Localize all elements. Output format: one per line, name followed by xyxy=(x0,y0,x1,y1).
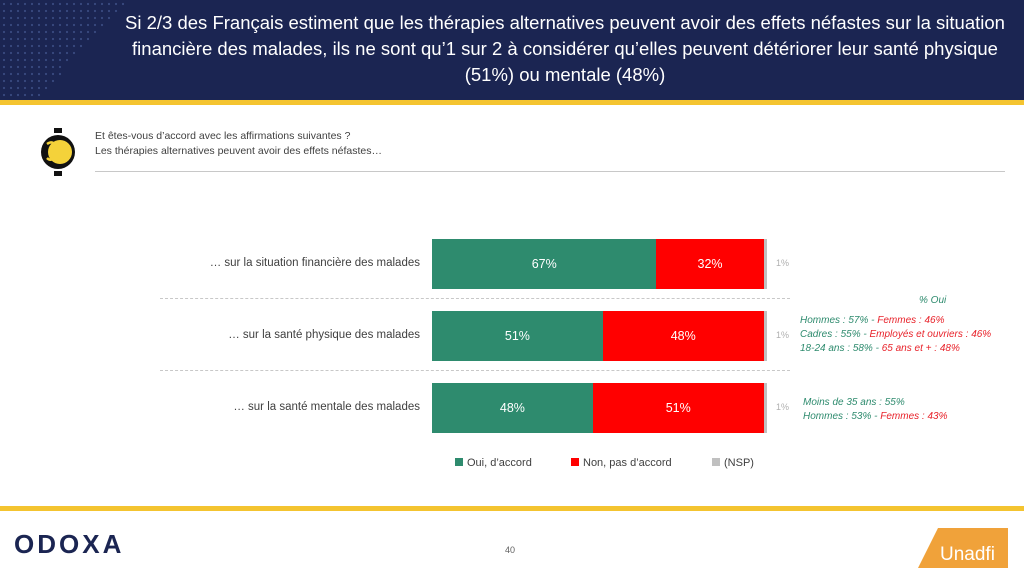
data-label: 51% xyxy=(504,329,530,343)
segment-nsp xyxy=(763,383,767,433)
category-label-mentale: … sur la santé mentale des malades xyxy=(233,401,420,413)
header-accent-stripe xyxy=(0,100,1024,105)
partner-name: Unadfi xyxy=(940,544,995,565)
data-label: 32% xyxy=(697,257,723,271)
segment-oui xyxy=(432,239,657,289)
note-value: Employés et ouvriers : 46% xyxy=(869,329,992,340)
data-label-nsp: 1% xyxy=(776,402,790,412)
legend-label-non: Non, pas d’accord xyxy=(583,457,672,469)
page-number: 40 xyxy=(505,545,516,555)
legend-swatch-non xyxy=(571,458,579,466)
question-line-2: Les thérapies alternatives peuvent avoir… xyxy=(95,145,382,157)
note-value: 18-24 ans : 58% xyxy=(800,343,873,354)
note-line: Hommes : 57% - Femmes : 46% xyxy=(800,314,945,327)
note-header: % Oui xyxy=(919,295,947,306)
note-line: Cadres : 55% - Employés et ouvriers : 46… xyxy=(800,328,991,341)
question-line-1: Et êtes-vous d’accord avec les affirmati… xyxy=(95,130,351,142)
unadfi-logo: Unadfi xyxy=(918,528,1008,568)
odoxa-logo: ODOXA xyxy=(14,529,125,559)
legend-label-nsp: (NSP) xyxy=(724,457,754,469)
note-value: Hommes : 57% xyxy=(800,315,869,326)
odoxa-badge-icon xyxy=(41,128,75,176)
note-line: Hommes : 53% - Femmes : 43% xyxy=(803,410,948,423)
bar-mentale: 48% 51% 1% xyxy=(432,383,789,433)
note-line: 18-24 ans : 58% - 65 ans et + : 48% xyxy=(800,342,960,355)
data-label-nsp: 1% xyxy=(776,330,790,340)
segment-nsp xyxy=(763,311,767,361)
segment-non xyxy=(602,311,764,361)
note-line: Moins de 35 ans : 55% xyxy=(803,396,905,409)
note-value: Femmes : 46% xyxy=(877,315,945,326)
note-value: Moins de 35 ans : 55% xyxy=(803,397,905,408)
data-label: 51% xyxy=(665,401,691,415)
note-separator: - xyxy=(860,329,870,340)
data-label: 48% xyxy=(499,401,525,415)
footer-accent-stripe xyxy=(0,506,1024,511)
legend-label-oui: Oui, d’accord xyxy=(467,457,532,469)
data-label: 67% xyxy=(531,257,557,271)
survey-question: Et êtes-vous d’accord avec les affirmati… xyxy=(95,129,382,159)
bar-financiere: 67% 32% 1% xyxy=(432,239,789,289)
segment-oui xyxy=(432,383,593,433)
segment-non xyxy=(592,383,764,433)
header-banner: Si 2/3 des Français estiment que les thé… xyxy=(0,0,1024,100)
legend-item-oui: Oui, d’accord xyxy=(455,457,532,469)
divider xyxy=(95,171,1005,172)
note-separator: - xyxy=(871,411,881,422)
segment-non xyxy=(656,239,764,289)
segment-nsp xyxy=(763,239,767,289)
note-value: Cadres : 55% xyxy=(800,329,861,340)
note-separator: - xyxy=(868,315,878,326)
note-value: Femmes : 43% xyxy=(880,411,948,422)
category-label-financiere: … sur la situation financière des malade… xyxy=(209,257,420,269)
page-title: Si 2/3 des Français estiment que les thé… xyxy=(125,12,1005,85)
category-label-physique: … sur la santé physique des malades xyxy=(228,329,420,341)
data-label-nsp: 1% xyxy=(776,258,790,268)
row-separator xyxy=(160,370,790,371)
legend-swatch-nsp xyxy=(712,458,720,466)
dot-pattern-decoration xyxy=(2,2,125,97)
legend-item-nsp: (NSP) xyxy=(712,457,754,469)
legend-swatch-oui xyxy=(455,458,463,466)
note-value: 65 ans et + : 48% xyxy=(881,343,960,354)
segment-oui xyxy=(432,311,603,361)
row-separator xyxy=(160,298,790,299)
legend-item-non: Non, pas d’accord xyxy=(571,457,672,469)
data-label: 48% xyxy=(670,329,696,343)
bar-physique: 51% 48% 1% xyxy=(432,311,789,361)
note-separator: - xyxy=(872,343,882,354)
note-value: Hommes : 53% xyxy=(803,411,872,422)
